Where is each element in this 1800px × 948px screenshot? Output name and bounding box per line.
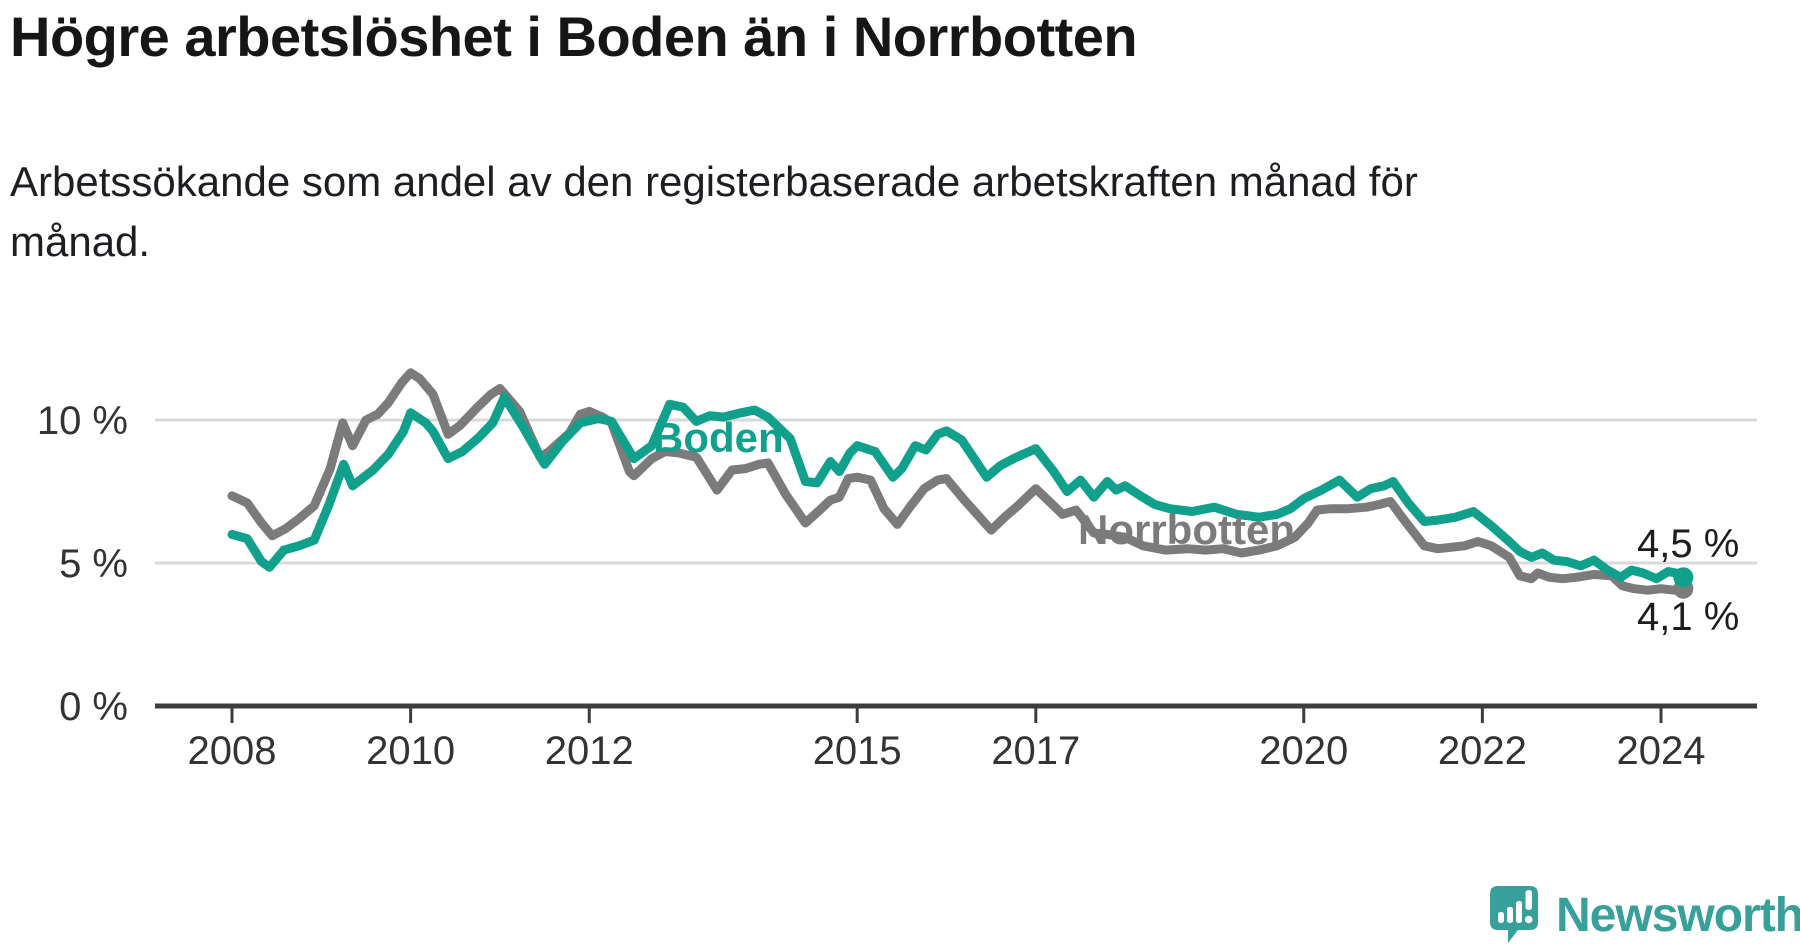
- x-tick-label-2020: 2020: [1259, 729, 1348, 773]
- series-label-norrbotten: Norrbotten: [1078, 506, 1295, 553]
- series-line-norrbotten: [227, 368, 1688, 595]
- x-tick-label-2022: 2022: [1438, 729, 1527, 773]
- y-tick-label-0pct: 0 %: [59, 685, 128, 729]
- x-tick-label-2008: 2008: [188, 729, 277, 773]
- series-label-boden: Boden: [653, 414, 784, 461]
- newsworthy-branding: Newsworthy: [1488, 884, 1800, 946]
- y-tick-label-10pct: 10 %: [37, 399, 128, 443]
- newsworthy-logo-icon: [1490, 886, 1538, 943]
- x-tick-label-2012: 2012: [545, 729, 634, 773]
- x-tick-label-2017: 2017: [991, 729, 1080, 773]
- chart-subtitle-line2: månad.: [10, 218, 151, 265]
- chart-subtitle: Arbetssökande som andel av den registerb…: [10, 152, 1610, 272]
- chart-subtitle-line1: Arbetssökande som andel av den registerb…: [10, 158, 1418, 205]
- series-endpoint-boden: [1673, 567, 1694, 588]
- series-line-boden: [227, 392, 1688, 584]
- x-tick-label-2015: 2015: [813, 729, 902, 773]
- newsworthy-wordmark: Newsworthy: [1556, 888, 1800, 942]
- end-value-label-boden: 4,5 %: [1637, 522, 1739, 566]
- page-title: Högre arbetslöshet i Boden än i Norrbott…: [10, 5, 1138, 68]
- x-tick-label-2024: 2024: [1617, 729, 1706, 773]
- end-value-label-norrbotten: 4,1 %: [1637, 595, 1739, 639]
- y-tick-label-5pct: 5 %: [59, 542, 128, 586]
- x-tick-label-2010: 2010: [366, 729, 455, 773]
